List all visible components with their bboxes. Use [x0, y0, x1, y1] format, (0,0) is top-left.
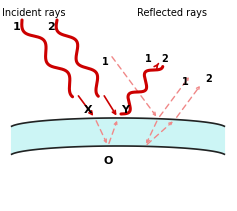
Text: Y: Y [121, 105, 129, 115]
Text: X: X [83, 105, 92, 115]
Polygon shape [12, 118, 224, 154]
Text: 1: 1 [182, 77, 189, 87]
Text: Reflected rays: Reflected rays [137, 8, 207, 18]
Text: Incident rays: Incident rays [2, 8, 65, 18]
Text: 1: 1 [145, 54, 151, 64]
Text: O: O [103, 156, 113, 166]
Text: 2: 2 [205, 74, 212, 84]
Text: 2: 2 [162, 54, 168, 64]
Text: 1: 1 [12, 22, 20, 32]
Text: 2: 2 [47, 22, 55, 32]
Text: 1: 1 [101, 57, 108, 66]
